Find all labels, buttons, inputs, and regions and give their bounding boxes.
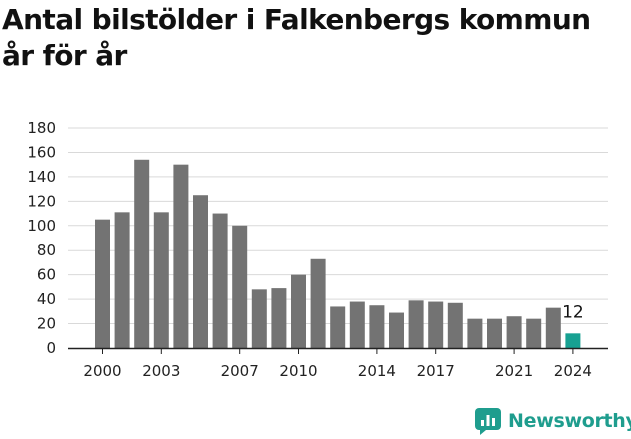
x-tick-label: 2000 <box>83 362 121 380</box>
bar <box>232 225 248 348</box>
y-tick-label: 180 <box>27 119 56 137</box>
y-tick-label: 0 <box>46 339 56 357</box>
bar <box>134 159 150 348</box>
bar <box>212 213 228 348</box>
bar <box>467 318 483 348</box>
chart-title: Antal bilstölder i Falkenbergs kommun år… <box>2 2 627 74</box>
bar <box>251 289 267 348</box>
bar <box>506 316 522 348</box>
bar <box>193 195 208 348</box>
y-tick-label: 140 <box>27 168 56 186</box>
bar <box>95 219 110 348</box>
bar <box>349 301 365 348</box>
newsworthy-logo-text: Newsworthy <box>508 410 631 432</box>
newsworthy-logo-icon <box>475 408 501 435</box>
y-tick-label: 160 <box>27 143 56 161</box>
bar <box>291 274 306 348</box>
bar <box>389 312 404 348</box>
bar <box>153 212 169 348</box>
y-tick-label: 40 <box>37 290 56 308</box>
y-tick-label: 80 <box>37 241 56 259</box>
y-tick-label: 60 <box>37 266 56 284</box>
y-tick-label: 20 <box>37 315 56 333</box>
newsworthy-logo[interactable]: Newsworthy <box>474 405 631 437</box>
bar <box>173 164 189 348</box>
x-tick-label: 2014 <box>358 362 396 380</box>
chart-title-line-1: Antal bilstölder i Falkenbergs kommun <box>2 3 591 36</box>
bar <box>487 318 502 348</box>
x-tick-label: 2021 <box>495 362 533 380</box>
bar <box>447 302 463 348</box>
bar <box>545 307 561 348</box>
bar <box>114 212 130 348</box>
bar <box>369 305 385 348</box>
bar <box>310 258 326 348</box>
bar-chart: 0 20 40 60 80 100 120 140 160 180 2000 2003 2007 2010… <box>27 119 608 380</box>
y-tick-label: 120 <box>27 192 56 210</box>
x-tick-label: 2024 <box>554 362 592 380</box>
bar <box>330 306 346 348</box>
bar-highlight <box>565 333 581 348</box>
data-label: 12 <box>562 302 584 322</box>
bar <box>408 300 424 348</box>
x-tick-label: 2010 <box>279 362 317 380</box>
x-tick-label: 2007 <box>221 362 259 380</box>
y-tick-label: 100 <box>27 217 56 235</box>
bar <box>428 301 444 348</box>
chart-title-line-2: år för år <box>2 39 127 72</box>
x-tick-label: 2017 <box>417 362 455 380</box>
x-tick-label: 2003 <box>142 362 180 380</box>
bar <box>271 288 287 348</box>
bar <box>526 318 542 348</box>
